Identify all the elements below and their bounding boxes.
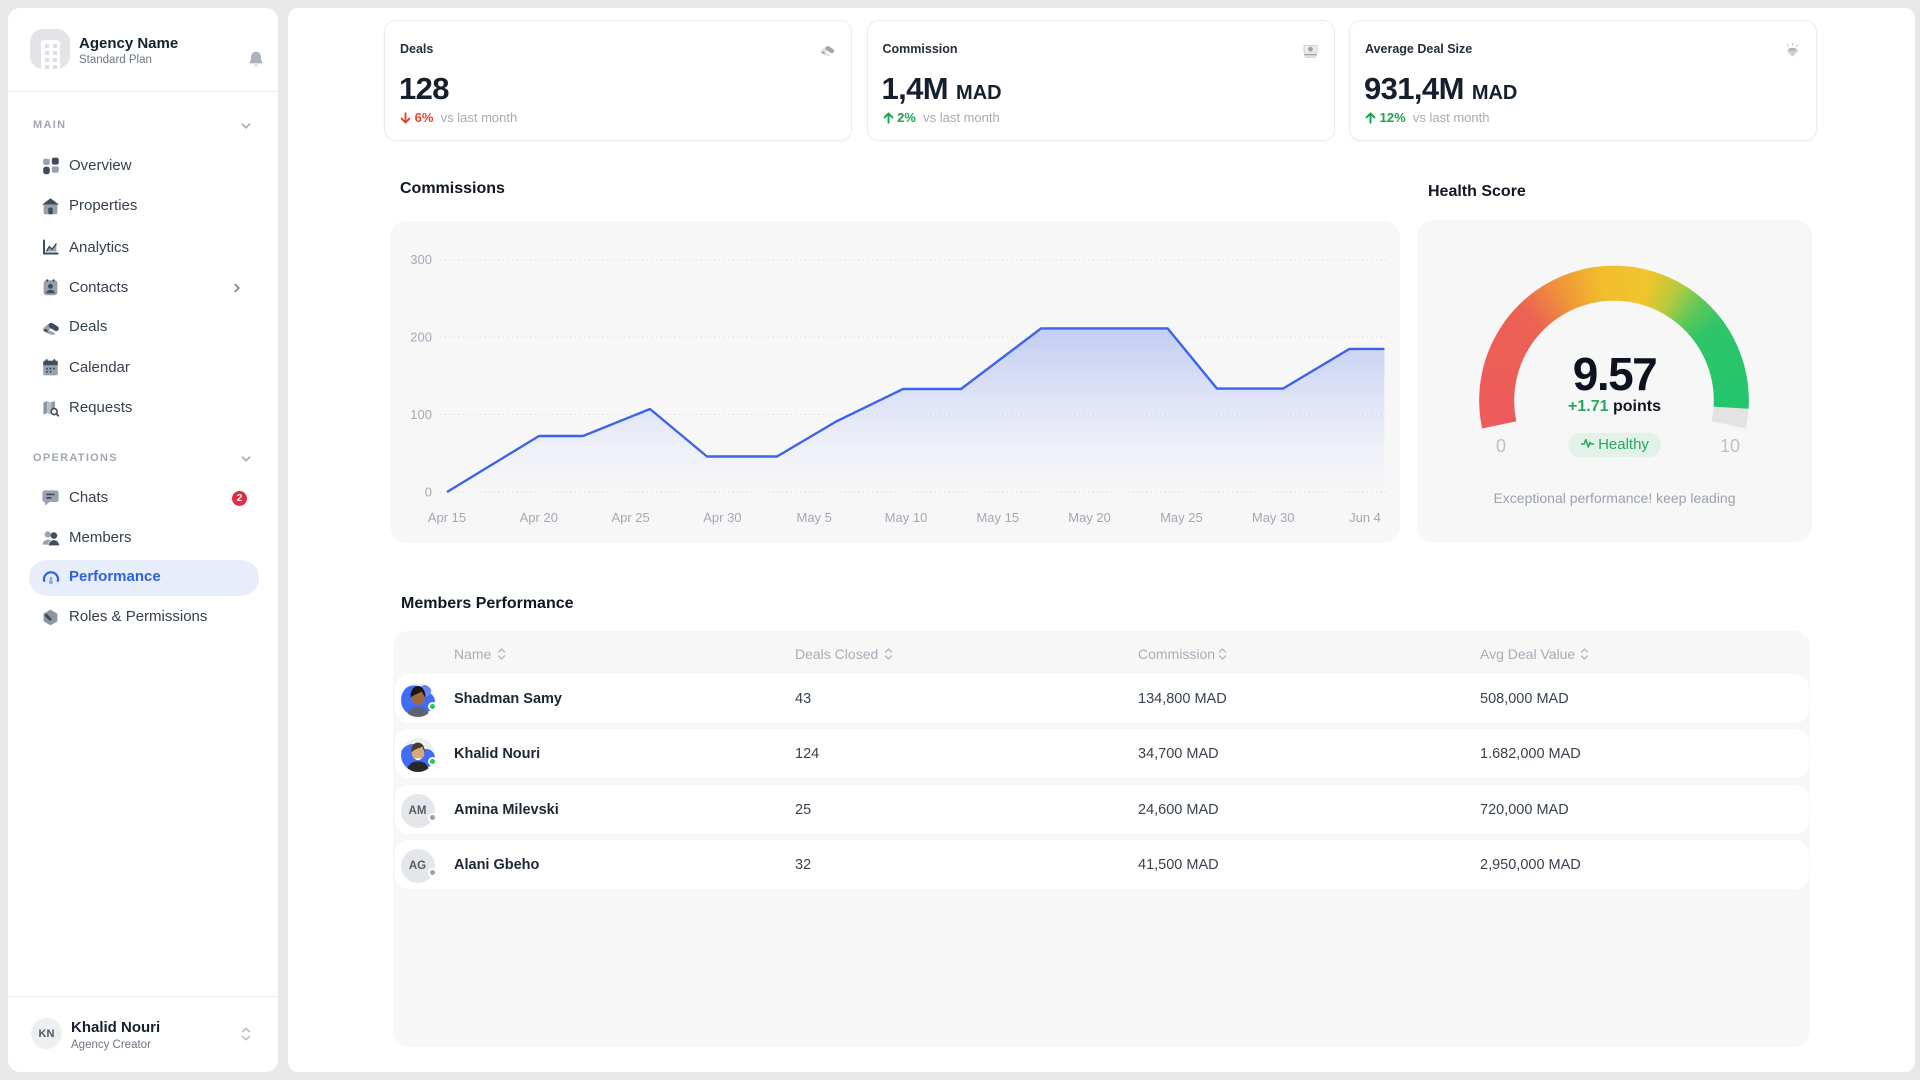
svg-text:May 25: May 25 <box>1160 510 1203 525</box>
svg-text:Apr 25: Apr 25 <box>611 510 649 525</box>
svg-text:300: 300 <box>410 252 432 267</box>
svg-text:200: 200 <box>410 330 432 345</box>
svg-text:May 20: May 20 <box>1068 510 1111 525</box>
svg-text:May 15: May 15 <box>976 510 1019 525</box>
svg-text:Jun 4: Jun 4 <box>1349 510 1381 525</box>
svg-text:Apr 20: Apr 20 <box>520 510 558 525</box>
svg-text:May 10: May 10 <box>885 510 928 525</box>
svg-text:Apr 15: Apr 15 <box>428 510 466 525</box>
svg-text:0: 0 <box>425 485 432 500</box>
svg-text:May 5: May 5 <box>796 510 831 525</box>
svg-text:May 30: May 30 <box>1252 510 1295 525</box>
svg-text:Apr 30: Apr 30 <box>703 510 741 525</box>
svg-text:100: 100 <box>410 407 432 422</box>
